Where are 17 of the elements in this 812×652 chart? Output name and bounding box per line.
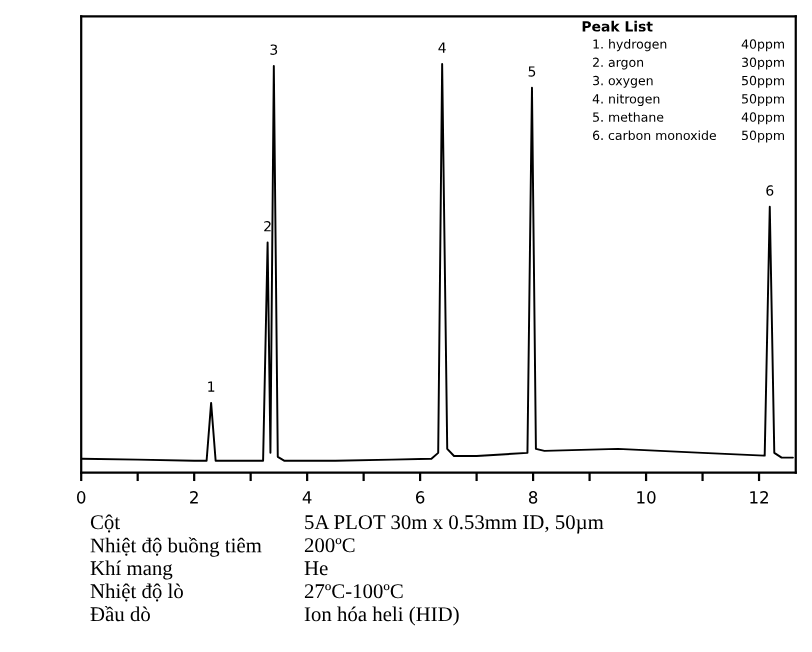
text: Khí mang <box>90 560 173 580</box>
text: Nhiệt độ buồng tiêm <box>90 537 262 557</box>
x-tick-label: 0 <box>77 491 86 504</box>
text: He <box>304 561 328 576</box>
x-tick-label: 8 <box>528 491 538 504</box>
text: Ion hóa heli (HID) <box>304 606 459 626</box>
text: Nhiệt độ lò <box>90 583 183 602</box>
text: Đầu dò <box>90 605 150 622</box>
x-tick-label: 10 <box>637 491 656 504</box>
text: 5A PLOT 30m x 0.53mm ID, 50µm <box>305 515 604 534</box>
x-tick-label: 4 <box>302 491 312 504</box>
x-tick-label: 6 <box>415 491 425 504</box>
text: 200ºC <box>304 538 355 553</box>
x-tick-label: 2 <box>190 491 198 504</box>
text: 27ºC-100ºC <box>304 584 403 599</box>
text: Cột <box>90 514 120 533</box>
x-tick-label: 12 <box>750 491 768 504</box>
